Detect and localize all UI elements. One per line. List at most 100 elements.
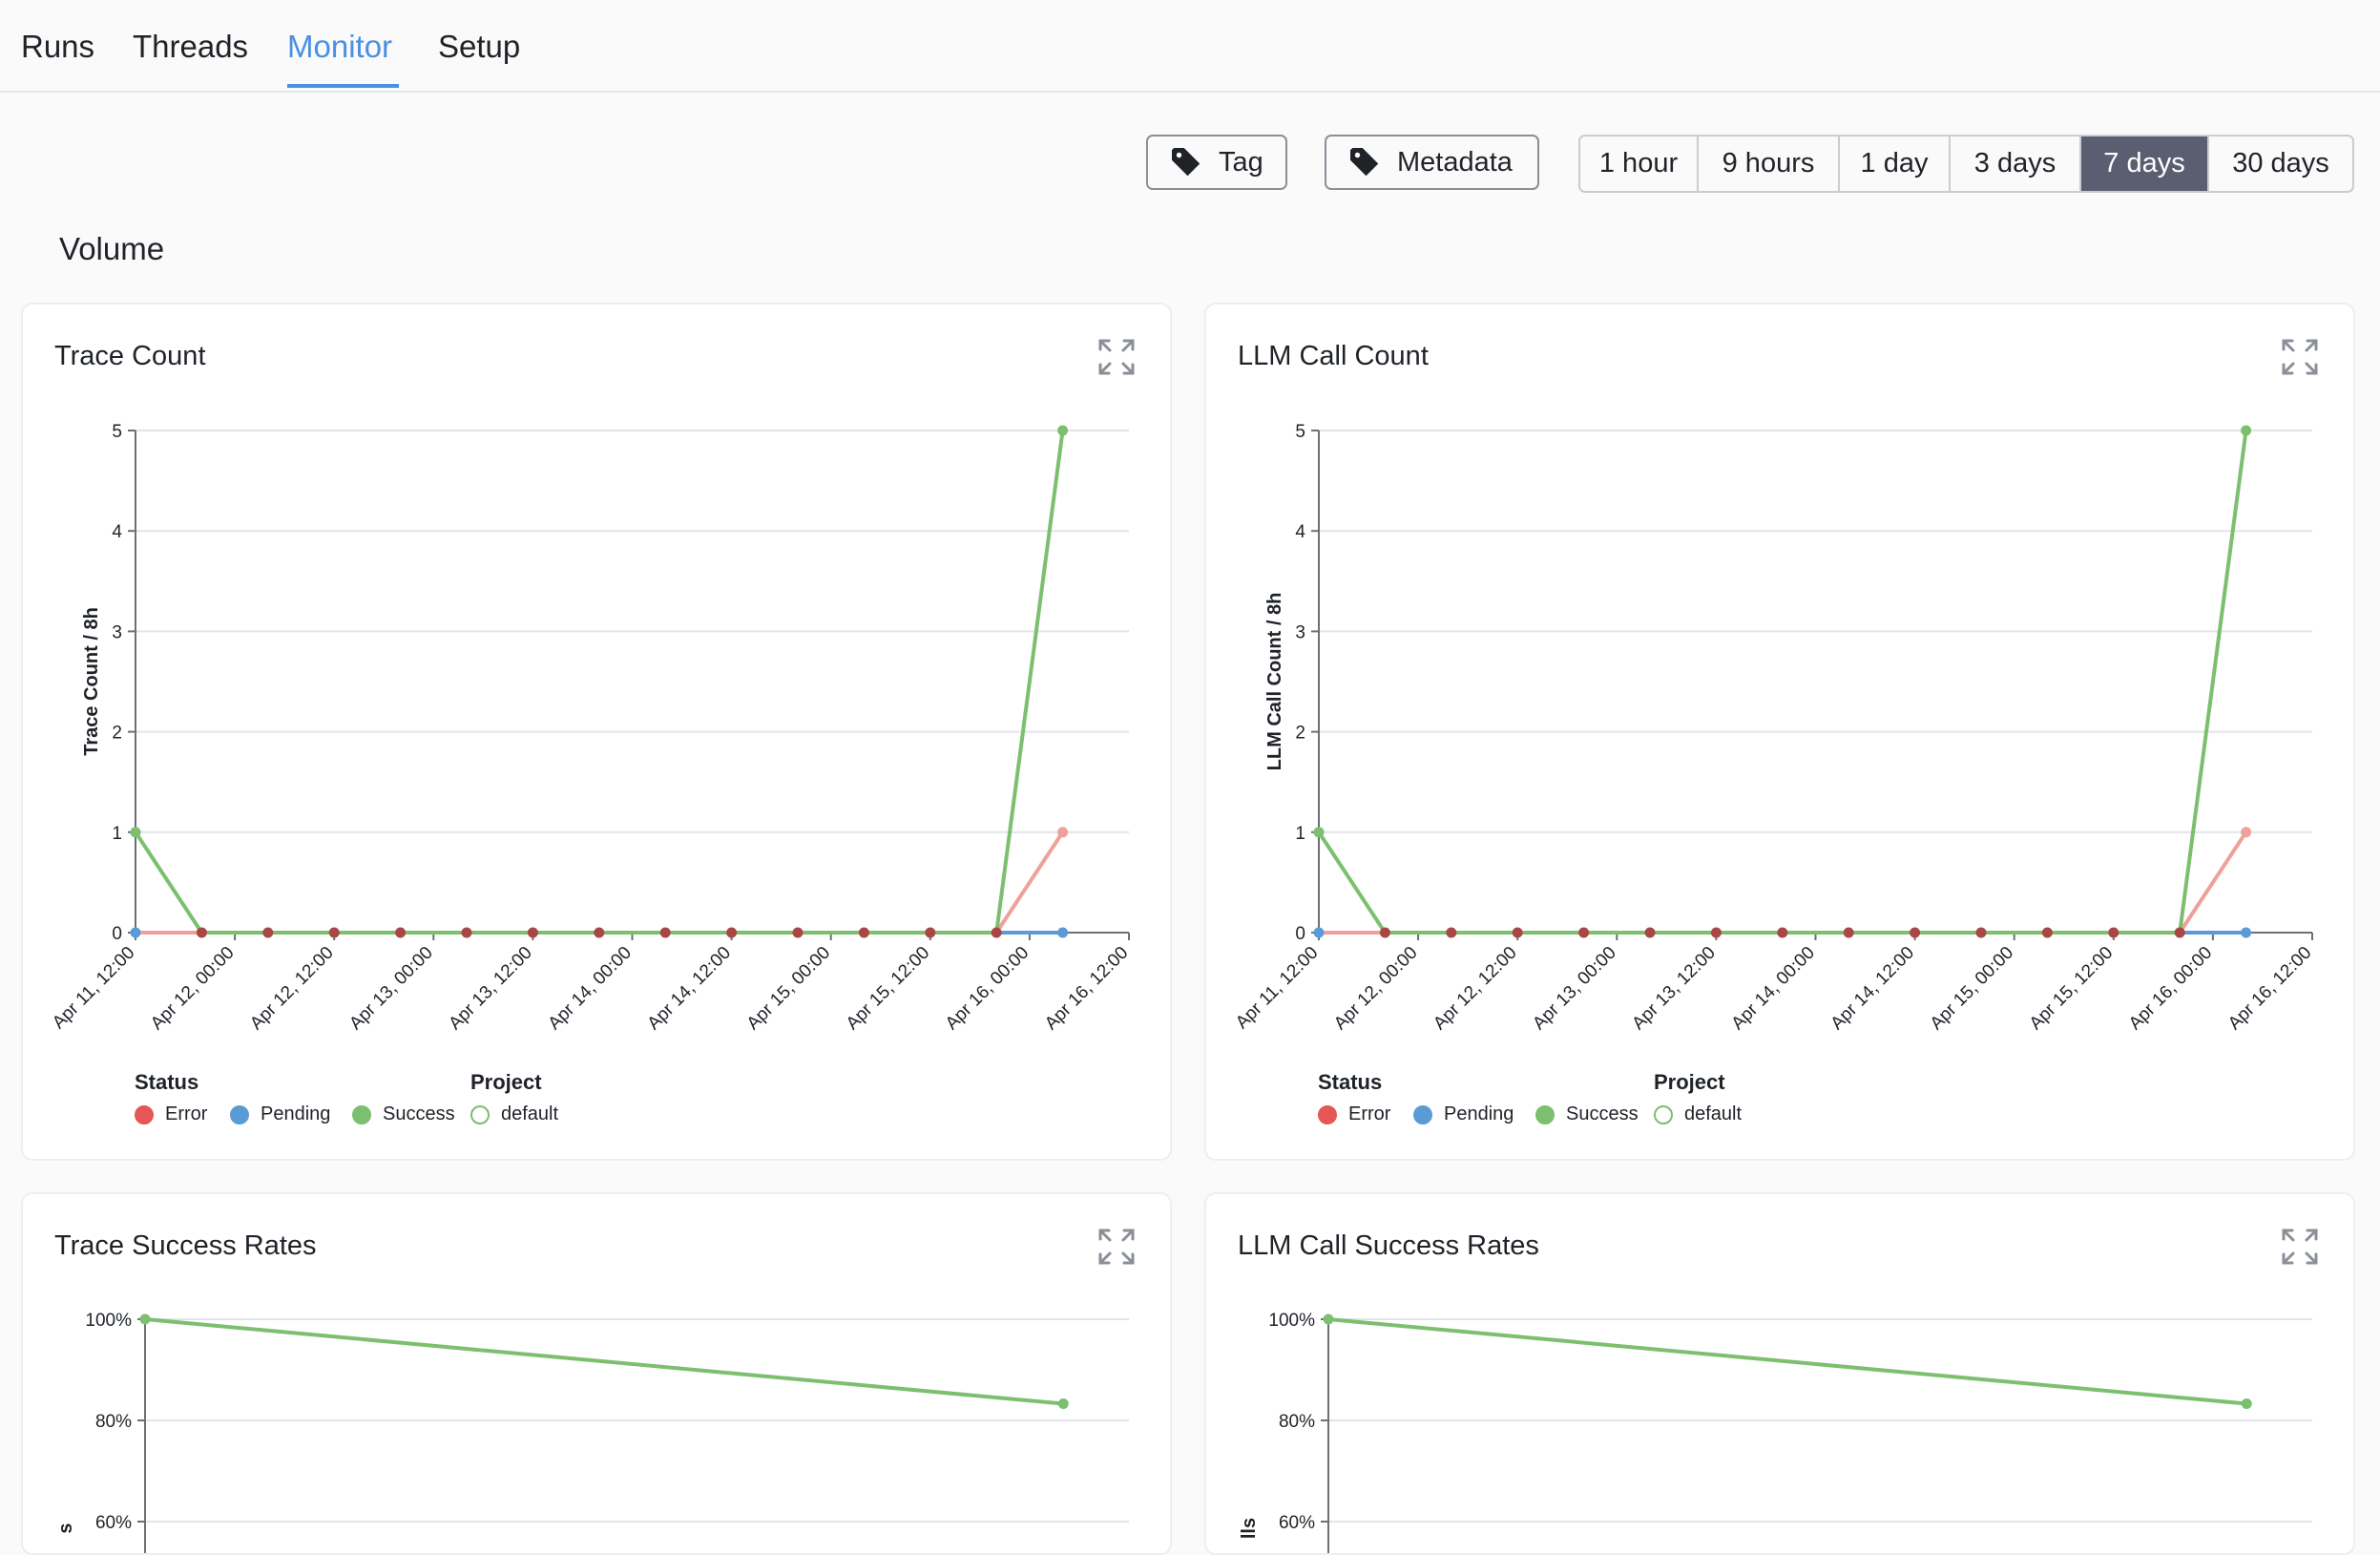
tab-runs[interactable]: Runs bbox=[21, 29, 95, 64]
x-tick-label: Apr 12, 00:00 bbox=[147, 943, 239, 1035]
metadata-filter-button[interactable]: Metadata bbox=[1325, 135, 1539, 190]
range-9-hours[interactable]: 9 hours bbox=[1699, 137, 1840, 191]
data-point bbox=[2241, 425, 2252, 436]
data-point bbox=[1313, 827, 1325, 838]
legend-project-title: Project bbox=[470, 1070, 542, 1094]
data-point bbox=[1975, 927, 1987, 938]
data-point bbox=[792, 927, 804, 938]
x-tick-label: Apr 14, 00:00 bbox=[1728, 943, 1820, 1035]
x-tick-label: Apr 14, 00:00 bbox=[545, 943, 637, 1035]
card-title: LLM Call Success Rates bbox=[1238, 1230, 1539, 1261]
tab-setup[interactable]: Setup bbox=[438, 29, 521, 64]
time-range-selector: 1 hour 9 hours 1 day 3 days 7 days 30 da… bbox=[1578, 135, 2354, 193]
data-point bbox=[139, 1313, 151, 1325]
data-point bbox=[1512, 927, 1523, 938]
trace-success-rates-chart: 100% 80% 60% s bbox=[55, 1311, 1129, 1553]
x-tick-label: Apr 16, 12:00 bbox=[2224, 943, 2316, 1035]
series-line-success bbox=[144, 1317, 1064, 1406]
legend-swatch bbox=[470, 1104, 490, 1124]
x-tick-label: Apr 16, 00:00 bbox=[942, 943, 1033, 1035]
legend-swatch bbox=[230, 1104, 249, 1124]
tag-icon bbox=[1350, 148, 1379, 177]
section-title: Volume bbox=[59, 231, 165, 266]
data-point bbox=[1057, 425, 1069, 436]
y-tick-label: 2 bbox=[112, 724, 122, 744]
y-tick-label: 1 bbox=[112, 824, 122, 844]
llm-call-count-chart: 0 1 2 3 4 5 Apr 11, 12:00 Apr 12, 00:00 Apr 12, … bbox=[1232, 422, 2316, 1035]
x-tick-label: Apr 13, 00:00 bbox=[1529, 943, 1620, 1035]
llm-call-count-card: LLM Call Count 0 1 2 3 4 5 Apr 11, 12:00 Apr 12… bbox=[1204, 303, 2355, 1161]
legend-swatch bbox=[135, 1104, 154, 1124]
range-3-days[interactable]: 3 days bbox=[1951, 137, 2081, 191]
tab-threads[interactable]: Threads bbox=[133, 29, 249, 64]
y-tick-label: 5 bbox=[1295, 422, 1305, 442]
y-tick-label: 3 bbox=[112, 622, 122, 642]
legend-status-title: Status bbox=[135, 1070, 199, 1094]
data-point bbox=[2174, 927, 2185, 938]
x-tick-label: Apr 12, 12:00 bbox=[246, 943, 338, 1035]
tab-monitor[interactable]: Monitor bbox=[287, 29, 393, 64]
legend-label: Pending bbox=[261, 1103, 331, 1124]
range-1-day[interactable]: 1 day bbox=[1840, 137, 1951, 191]
legend-item-error[interactable]: Error bbox=[135, 1103, 207, 1125]
data-point bbox=[1710, 927, 1722, 938]
y-tick-label: 60% bbox=[1279, 1513, 1315, 1533]
x-tick-label: Apr 13, 00:00 bbox=[345, 943, 437, 1035]
data-point bbox=[262, 927, 274, 938]
expand-icon[interactable] bbox=[1097, 338, 1136, 376]
data-point bbox=[196, 927, 207, 938]
legend-status-title: Status bbox=[1318, 1070, 1383, 1094]
data-point bbox=[726, 927, 738, 938]
series-line-success bbox=[134, 430, 1065, 935]
y-tick-label: 60% bbox=[95, 1513, 132, 1533]
legend-item-pending[interactable]: Pending bbox=[230, 1103, 330, 1125]
series-line-error bbox=[136, 830, 1065, 935]
range-7-days[interactable]: 7 days bbox=[2081, 137, 2209, 191]
legend-item-project-default[interactable]: default bbox=[1654, 1103, 1742, 1125]
data-point bbox=[1578, 927, 1590, 938]
x-tick-label: Apr 14, 12:00 bbox=[644, 943, 736, 1035]
series-line-success bbox=[1317, 430, 2248, 935]
legend-label: Error bbox=[1348, 1103, 1391, 1124]
data-point bbox=[659, 927, 671, 938]
data-point bbox=[1057, 1398, 1069, 1410]
x-tick-label: Apr 15, 00:00 bbox=[1927, 943, 2018, 1035]
llm-success-rates-chart: 100% 80% 60% lls bbox=[1239, 1311, 2312, 1553]
legend-label: Error bbox=[165, 1103, 208, 1124]
tag-filter-button[interactable]: Tag bbox=[1146, 135, 1287, 190]
legend-item-project-default[interactable]: default bbox=[470, 1103, 558, 1125]
card-title: Trace Count bbox=[54, 341, 206, 371]
y-tick-label: 100% bbox=[1268, 1311, 1315, 1331]
y-tick-label: 80% bbox=[1279, 1412, 1315, 1432]
expand-icon[interactable] bbox=[2281, 338, 2319, 376]
expand-icon[interactable] bbox=[2281, 1228, 2319, 1266]
data-point bbox=[1777, 927, 1788, 938]
legend-item-success[interactable]: Success bbox=[1535, 1103, 1639, 1125]
legend-swatch bbox=[352, 1104, 371, 1124]
y-tick-label: 0 bbox=[112, 924, 122, 944]
data-point bbox=[925, 927, 936, 938]
x-tick-label: Apr 12, 00:00 bbox=[1330, 943, 1422, 1035]
data-point bbox=[594, 927, 605, 938]
legend-swatch bbox=[1318, 1104, 1337, 1124]
data-point bbox=[2108, 927, 2119, 938]
legend-project-title: Project bbox=[1654, 1070, 1725, 1094]
x-tick-label: Apr 14, 12:00 bbox=[1827, 943, 1919, 1035]
data-point bbox=[1313, 927, 1325, 938]
y-tick-label: 100% bbox=[85, 1311, 132, 1331]
legend-label: default bbox=[1684, 1103, 1743, 1124]
y-axis-label: LLM Call Count / 8h bbox=[1264, 593, 1285, 771]
range-30-days[interactable]: 30 days bbox=[2232, 148, 2329, 179]
expand-icon[interactable] bbox=[1097, 1228, 1136, 1266]
y-tick-label: 3 bbox=[1295, 622, 1305, 642]
legend-item-error[interactable]: Error bbox=[1318, 1103, 1390, 1125]
data-point bbox=[1057, 927, 1069, 938]
legend-item-success[interactable]: Success bbox=[352, 1103, 455, 1125]
data-point bbox=[1910, 927, 1921, 938]
y-tick-label: 80% bbox=[95, 1412, 132, 1432]
data-point bbox=[130, 927, 141, 938]
range-1-hour[interactable]: 1 hour bbox=[1580, 137, 1699, 191]
trace-success-rates-card: Trace Success Rates 100% 80% 60% s bbox=[21, 1192, 1172, 1555]
legend-item-pending[interactable]: Pending bbox=[1413, 1103, 1514, 1125]
series-line-success bbox=[1327, 1317, 2247, 1406]
